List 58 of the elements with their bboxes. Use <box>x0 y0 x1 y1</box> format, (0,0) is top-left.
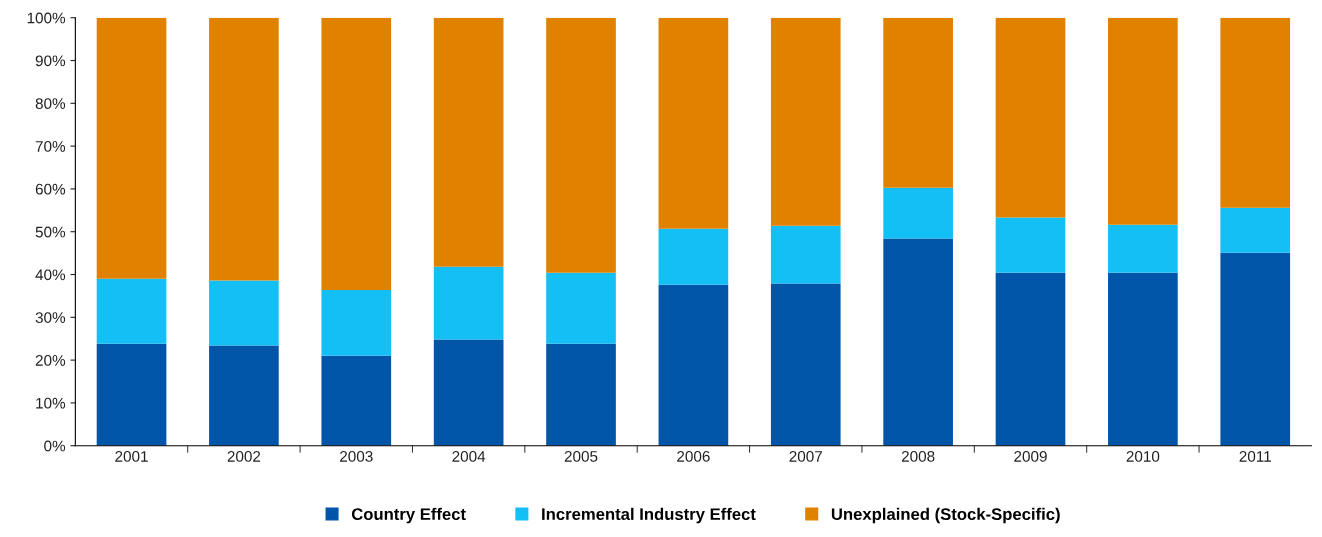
bar <box>658 17 729 229</box>
bar <box>96 343 167 446</box>
x-tick-label: 2008 <box>901 450 935 462</box>
y-tick-label: 100% <box>27 12 66 24</box>
bar <box>321 17 392 290</box>
bar <box>1220 252 1291 446</box>
bar <box>658 284 729 446</box>
y-tick-label: 0% <box>44 440 66 452</box>
y-tick-label: 60% <box>35 183 66 195</box>
bar <box>546 17 616 273</box>
bar <box>770 17 841 226</box>
y-tick-label: 20% <box>35 354 66 366</box>
legend-label: Unexplained (Stock-Specific) <box>831 507 1060 524</box>
y-tick-label: 80% <box>35 98 66 110</box>
bar <box>883 238 953 446</box>
bar <box>96 17 167 279</box>
bar <box>995 272 1066 446</box>
bar <box>209 280 279 346</box>
bar <box>995 217 1066 273</box>
y-tick-label: 40% <box>35 269 66 281</box>
bar <box>433 17 504 267</box>
x-tick-label: 2003 <box>340 450 373 462</box>
y-tick-label: 70% <box>35 140 66 152</box>
bar <box>546 272 616 344</box>
x-tick-label: 2001 <box>115 450 148 462</box>
bar <box>433 266 504 340</box>
bar <box>995 17 1066 218</box>
bar <box>96 278 167 344</box>
bar <box>1108 17 1178 225</box>
bar <box>321 355 392 446</box>
bar <box>1220 17 1291 208</box>
bar <box>1108 272 1178 446</box>
x-tick-label: 2004 <box>452 450 486 462</box>
legend-label: Incremental Industry Effect <box>542 507 756 524</box>
x-tick-label: 2007 <box>789 450 822 462</box>
x-tick-label: 2005 <box>564 450 598 462</box>
bar <box>770 283 841 446</box>
bar <box>209 345 279 446</box>
y-tick-label: 90% <box>35 55 66 67</box>
bar <box>433 339 504 446</box>
x-tick-label: 2011 <box>1239 450 1271 462</box>
bar <box>546 343 616 446</box>
x-tick-label: 2002 <box>227 450 261 462</box>
bar <box>321 289 392 356</box>
bar <box>770 225 841 284</box>
bar <box>883 17 953 188</box>
x-tick-label: 2009 <box>1014 450 1047 462</box>
y-tick-label: 30% <box>35 312 66 323</box>
x-tick-label: 2006 <box>677 450 710 462</box>
bar <box>209 17 279 281</box>
bar <box>658 228 729 285</box>
y-tick-label: 10% <box>36 397 66 409</box>
bar <box>1108 224 1178 273</box>
bar <box>1220 207 1291 253</box>
x-tick-label: 2010 <box>1126 450 1160 462</box>
bar <box>883 187 953 239</box>
legend-label: Country Effect <box>351 507 466 524</box>
y-tick-label: 50% <box>35 226 66 238</box>
